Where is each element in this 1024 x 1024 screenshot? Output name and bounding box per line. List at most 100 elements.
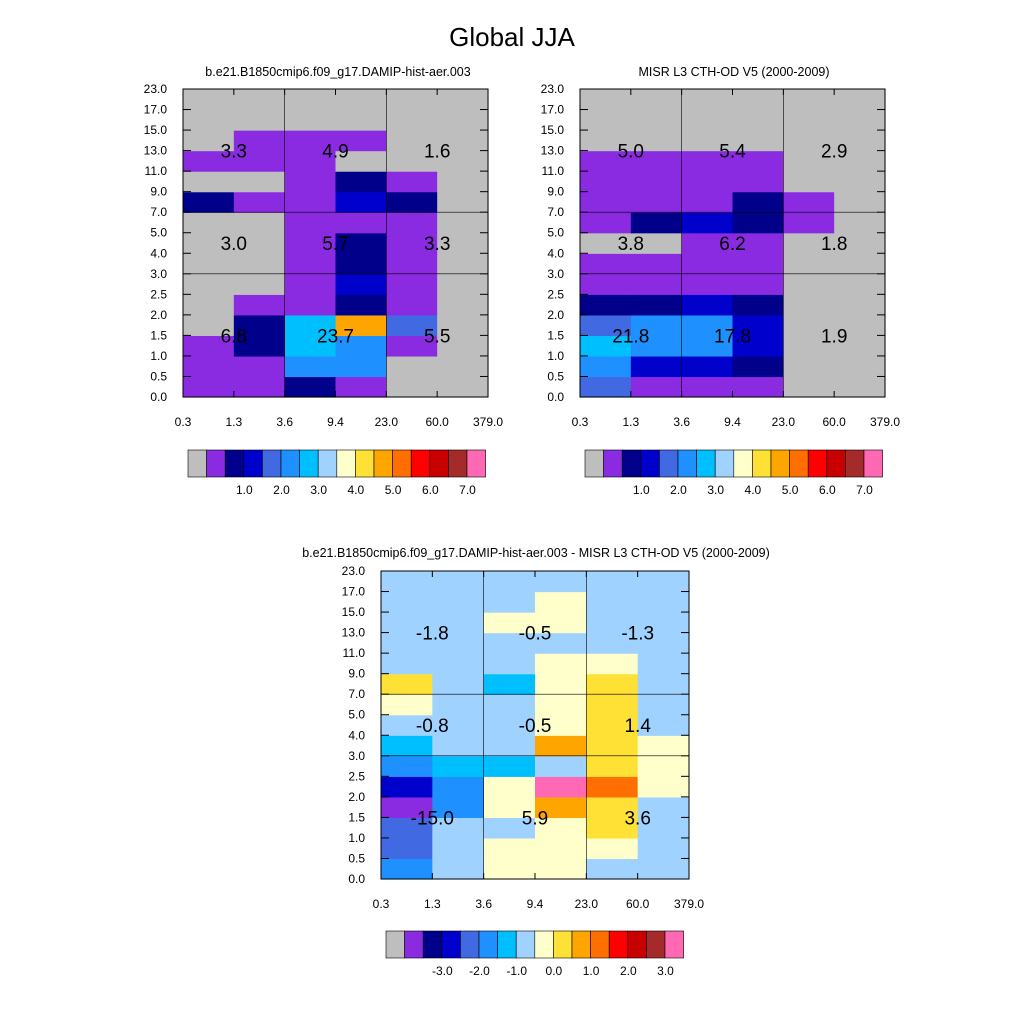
heatmap-cell: [335, 212, 387, 234]
model-panel: b.e21.B1850cmip6.f09_g17.DAMIP-hist-aer.…: [144, 65, 504, 497]
heatmap-cell: [284, 212, 337, 234]
heatmap-cell: [381, 694, 433, 716]
heatmap-cell: [386, 212, 438, 234]
heatmap-cell: [580, 191, 632, 213]
heatmap-cell: [732, 109, 784, 131]
heatmap-cell: [437, 335, 489, 357]
colorbar-swatch: [317, 449, 338, 478]
x-tick-label: 0.3: [572, 415, 589, 429]
y-tick-label: 5.0: [348, 708, 365, 722]
cell-value-label: 4.9: [322, 142, 348, 163]
colorbar-swatch: [770, 449, 790, 478]
heatmap-cell: [381, 837, 433, 860]
colorbar-swatch: [608, 930, 629, 959]
heatmap-cell: [732, 253, 784, 275]
heatmap-cell: [732, 355, 784, 378]
colorbar-label: -2.0: [469, 964, 490, 978]
heatmap-cell: [637, 796, 690, 818]
heatmap-cell: [284, 232, 337, 254]
heatmap-cell: [284, 335, 337, 357]
x-tick-label: 9.4: [527, 897, 544, 911]
heatmap-cell: [834, 89, 886, 111]
heatmap-cell: [535, 673, 587, 695]
heatmap-cell: [284, 253, 337, 275]
colorbar-swatch: [789, 449, 809, 478]
colorbar-swatch: [646, 930, 666, 959]
heatmap-cell: [284, 150, 337, 172]
heatmap-cell: [681, 355, 734, 378]
y-tick-label: 13.0: [541, 144, 565, 158]
colorbar-swatch: [336, 449, 356, 478]
heatmap-cell: [437, 273, 489, 295]
y-tick-label: 7.0: [150, 205, 167, 219]
heatmap-cell: [783, 109, 835, 131]
colorbar-swatch: [355, 449, 375, 478]
panel-title: MISR L3 CTH-OD V5 (2000-2009): [638, 65, 829, 79]
heatmap-cell: [335, 253, 387, 275]
colorbar-swatch: [621, 449, 642, 478]
heatmap-cell: [483, 632, 536, 654]
heatmap-cell: [834, 294, 886, 316]
heatmap-cell: [580, 130, 632, 152]
heatmap-cell: [630, 130, 683, 152]
heatmap-cell: [681, 314, 734, 336]
colorbar-label: 5.0: [385, 483, 402, 497]
heatmap-cell: [437, 376, 489, 398]
y-tick-label: 2.5: [348, 769, 365, 783]
cell-value-label: 1.9: [821, 326, 847, 347]
heatmap-cell: [681, 150, 734, 172]
y-tick-label: 1.0: [150, 349, 167, 363]
heatmap-cell: [483, 571, 536, 593]
heatmap-cell: [630, 212, 683, 234]
colorbar-swatch: [571, 930, 591, 959]
y-tick-label: 15.0: [541, 123, 565, 137]
cell-value-labels: 6.8 23.7 5.5 3.0 5.7 3.3 3.3 4.9 1.6: [221, 142, 451, 348]
colorbar-swatch: [640, 449, 660, 478]
cell-value-label: 5.5: [424, 326, 450, 347]
cell-value-labels: -15.0 5.9 3.6 -0.8 -0.5 1.4 -1.8 -0.5 -1.3: [411, 624, 654, 830]
heatmap-cell: [386, 191, 438, 213]
colorbar-label: 2.0: [620, 964, 637, 978]
heatmap-cell: [381, 653, 433, 675]
y-tick-label: 2.0: [348, 790, 365, 804]
cell-value-label: 5.7: [322, 234, 348, 255]
heatmap-cell: [630, 109, 683, 131]
colorbar-swatch: [590, 930, 610, 959]
y-tick-label: 0.5: [547, 369, 564, 383]
heatmap-cell: [335, 294, 387, 316]
heatmap-cells: [580, 89, 886, 398]
x-tick-label: 379.0: [870, 415, 900, 429]
colorbar-swatch: [807, 449, 828, 478]
cell-value-label: -0.8: [416, 716, 449, 737]
heatmap-cell: [432, 653, 485, 675]
heatmap-cell: [586, 735, 639, 757]
heatmap-cell: [386, 150, 438, 172]
heatmap-cell: [233, 314, 286, 336]
x-tick-label: 3.6: [673, 415, 690, 429]
colorbar-label: 0.0: [546, 964, 563, 978]
heatmap-cell: [233, 130, 286, 152]
colorbar-swatch: [659, 449, 679, 478]
heatmap-cell: [637, 837, 690, 860]
heatmap-cell: [335, 89, 387, 111]
y-tick-label: 17.0: [342, 585, 366, 599]
heatmap-cell: [580, 335, 632, 357]
figure-title: Global JJA: [449, 22, 575, 52]
heatmap-cell: [483, 591, 536, 613]
y-tick-label: 7.0: [547, 205, 564, 219]
colorbar-swatch: [752, 449, 772, 478]
colorbar-label: 3.0: [310, 483, 327, 497]
heatmap-cell: [437, 150, 489, 172]
heatmap-cell: [233, 253, 286, 275]
heatmap-cell: [732, 232, 784, 254]
heatmap-cell: [183, 294, 235, 316]
heatmap-cell: [437, 109, 489, 131]
y-tick-label: 1.5: [547, 328, 564, 342]
heatmap-cell: [732, 273, 784, 295]
colorbar-label: 5.0: [782, 483, 799, 497]
y-tick-label: 3.0: [348, 749, 365, 763]
cell-value-label: -0.5: [519, 624, 552, 645]
heatmap-cell: [586, 714, 639, 736]
heatmap-cell: [535, 796, 587, 818]
